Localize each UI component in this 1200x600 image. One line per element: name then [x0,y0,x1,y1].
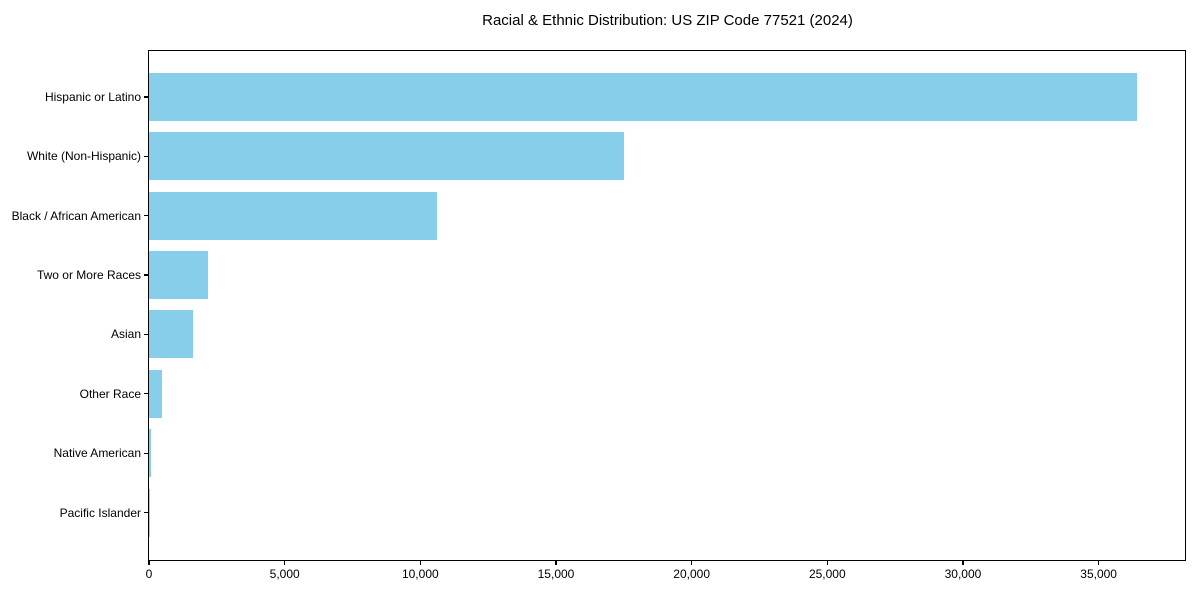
chart-title: Racial & Ethnic Distribution: US ZIP Cod… [482,12,853,29]
bar-asian [149,310,193,359]
y-tick-mark [144,452,148,454]
y-tick-label-pacific-islander: Pacific Islander [59,505,141,520]
bar-two-or-more-races [149,251,209,300]
x-tick-label-10-000: 10,000 [401,567,439,581]
x-tick-mark [284,561,286,565]
bar-black-african-american [149,191,437,240]
y-tick-mark [144,393,148,395]
x-tick-label-15-000: 15,000 [537,567,575,581]
bar-other-race [149,369,163,418]
y-tick-label-native-american: Native American [53,446,141,461]
bar-native-american [149,429,152,478]
x-tick-label-5-000: 5,000 [269,567,300,581]
y-tick-label-hispanic-or-latino: Hispanic or Latino [44,90,141,104]
y-tick-label-white-non-hispanic: White (Non-Hispanic) [26,149,141,164]
x-tick-mark [1098,561,1100,565]
y-tick-mark [144,155,148,157]
x-tick-mark [826,561,828,565]
x-tick-label-25-000: 25,000 [808,567,846,581]
x-tick-label-20-000: 20,000 [673,567,710,581]
y-tick-label-asian: Asian [110,327,141,342]
x-tick-label-30-000: 30,000 [944,567,982,581]
x-tick-mark [148,561,150,565]
bar-hispanic-or-latino [149,73,1137,121]
y-tick-label-black-african-american: Black / African American [11,208,141,223]
y-tick-mark [144,511,148,514]
x-tick-mark [962,561,964,565]
bar-white-non-hispanic [149,132,624,181]
y-tick-mark [144,215,148,217]
y-tick-label-two-or-more-races: Two or More Races [36,268,141,283]
x-tick-mark [691,561,693,565]
bar-pacific-islander [149,488,150,537]
x-tick-label-0: 0 [145,567,153,581]
x-tick-mark [419,561,421,565]
y-tick-label-other-race: Other Race [79,386,141,401]
y-tick-mark [144,333,148,336]
x-tick-label-35-000: 35,000 [1080,567,1117,581]
plot-area [148,50,1186,561]
y-tick-mark [144,274,148,276]
y-tick-mark [144,96,148,98]
x-tick-mark [555,561,557,565]
